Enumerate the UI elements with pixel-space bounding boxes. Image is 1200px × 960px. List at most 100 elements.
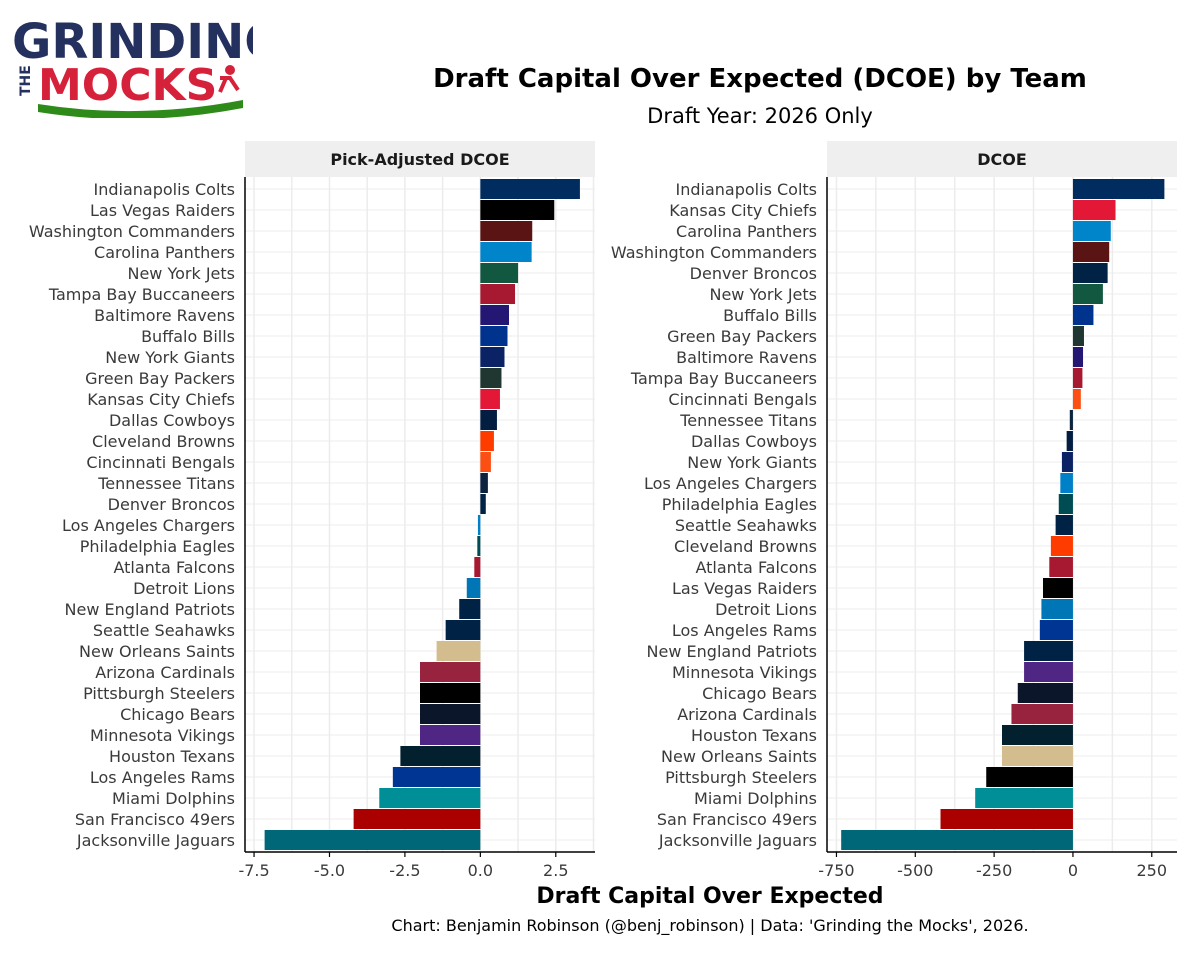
panel-title: Pick-Adjusted DCOE: [330, 150, 509, 169]
category-label: Detroit Lions: [715, 600, 817, 619]
category-label: Houston Texans: [109, 747, 235, 766]
category-label: New Orleans Saints: [661, 747, 817, 766]
bar: [445, 620, 481, 640]
category-label: Indianapolis Colts: [94, 180, 235, 199]
bar: [480, 452, 491, 472]
x-tick-label: 250: [1137, 861, 1168, 880]
bar: [1069, 410, 1073, 430]
logo-turf-icon: [38, 100, 243, 120]
category-label: Atlanta Falcons: [113, 558, 235, 577]
x-tick-label: 0: [1068, 861, 1078, 880]
category-label: Los Angeles Rams: [672, 621, 817, 640]
panel-title: DCOE: [977, 150, 1027, 169]
category-label: San Francisco 49ers: [75, 810, 235, 829]
category-label: Buffalo Bills: [723, 306, 817, 325]
category-label: Kansas City Chiefs: [87, 390, 235, 409]
category-label: Cincinnati Bengals: [668, 390, 817, 409]
bar: [1061, 452, 1073, 472]
category-label: Tennessee Titans: [679, 411, 817, 430]
category-label: Indianapolis Colts: [676, 180, 817, 199]
category-label: Dallas Cowboys: [691, 432, 817, 451]
category-label: Dallas Cowboys: [109, 411, 235, 430]
bar: [480, 179, 580, 199]
x-tick-label: -5.0: [314, 861, 345, 880]
bar: [477, 536, 481, 556]
bar: [379, 788, 481, 808]
category-label: Green Bay Packers: [85, 369, 235, 388]
bar: [1072, 263, 1108, 283]
bar: [1058, 494, 1073, 514]
x-tick-label: -250: [976, 861, 1012, 880]
category-label: Miami Dolphins: [694, 789, 817, 808]
bar: [1072, 221, 1111, 241]
chart-title: Draft Capital Over Expected (DCOE) by Te…: [433, 64, 1087, 94]
panel-strip: [827, 141, 1177, 177]
category-label: New Orleans Saints: [79, 642, 235, 661]
category-label: Carolina Panthers: [676, 222, 817, 241]
category-label: Pittsburgh Steelers: [83, 684, 235, 703]
category-label: Washington Commanders: [611, 243, 817, 262]
bar: [480, 494, 486, 514]
category-label: Green Bay Packers: [667, 327, 817, 346]
bar: [1049, 557, 1073, 577]
logo-word-top: GRINDING: [12, 14, 253, 70]
bar: [480, 242, 532, 262]
category-label: Philadelphia Eagles: [80, 537, 235, 556]
category-label: Cincinnati Bengals: [86, 453, 235, 472]
bar: [975, 788, 1073, 808]
bar: [1072, 200, 1116, 220]
bar: [400, 746, 481, 766]
bar: [1017, 683, 1073, 703]
bar: [1060, 473, 1073, 493]
x-tick-label: -500: [897, 861, 933, 880]
category-label: Philadelphia Eagles: [662, 495, 817, 514]
category-label: Denver Broncos: [108, 495, 235, 514]
category-label: Jacksonville Jaguars: [658, 831, 817, 850]
bar: [1024, 662, 1073, 682]
panel-dcoe: DCOE Indianapolis Colts Kansas City Chiefs…: [611, 141, 1177, 880]
bar: [420, 662, 481, 682]
bar: [1011, 704, 1073, 724]
category-label: Los Angeles Rams: [90, 768, 235, 787]
category-label: Jacksonville Jaguars: [76, 831, 235, 850]
category-label: New England Patriots: [65, 600, 235, 619]
category-label: Tampa Bay Buccaneers: [48, 285, 235, 304]
category-label: Miami Dolphins: [112, 789, 235, 808]
bar: [1072, 347, 1084, 367]
x-tick-label: -2.5: [389, 861, 420, 880]
bar: [1024, 641, 1073, 661]
bar: [480, 263, 519, 283]
bar: [420, 725, 481, 745]
bar: [480, 305, 510, 325]
bar: [466, 578, 481, 598]
bar: [480, 347, 505, 367]
chart-caption: Chart: Benjamin Robinson (@benj_robinson…: [391, 916, 1029, 935]
bar: [986, 767, 1073, 787]
bar: [477, 515, 481, 535]
bar: [480, 200, 555, 220]
category-label: Los Angeles Chargers: [644, 474, 817, 493]
x-tick-label: 0.0: [468, 861, 493, 880]
bar: [353, 809, 481, 829]
bar: [480, 389, 500, 409]
category-label: Houston Texans: [691, 726, 817, 745]
category-label: New York Giants: [687, 453, 817, 472]
logo-word-bottom: MOCKS: [38, 60, 217, 111]
bar: [1042, 578, 1073, 598]
bar: [1002, 725, 1073, 745]
chart-subtitle: Draft Year: 2026 Only: [647, 104, 873, 128]
category-label: Tennessee Titans: [97, 474, 235, 493]
bar: [480, 221, 533, 241]
bar: [1072, 389, 1081, 409]
category-label: New York Jets: [709, 285, 817, 304]
bar: [1072, 326, 1084, 346]
x-tick-label: -750: [818, 861, 854, 880]
category-label: New York Giants: [105, 348, 235, 367]
bar: [1050, 536, 1073, 556]
category-label: Arizona Cardinals: [95, 663, 235, 682]
bar: [392, 767, 481, 787]
category-label: Seattle Seahawks: [675, 516, 817, 535]
category-label: Buffalo Bills: [141, 327, 235, 346]
logo-word-the: THE: [18, 65, 34, 96]
